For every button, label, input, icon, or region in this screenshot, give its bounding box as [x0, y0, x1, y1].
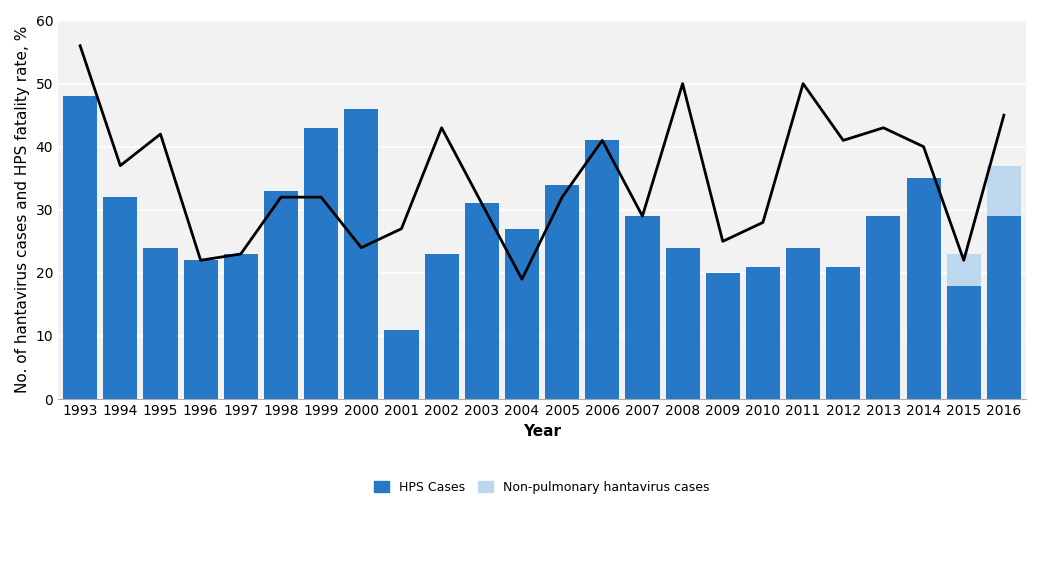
Bar: [304, 128, 338, 399]
Bar: [827, 267, 860, 399]
Bar: [987, 166, 1021, 216]
Bar: [183, 260, 218, 399]
Bar: [946, 285, 981, 399]
Bar: [144, 248, 178, 399]
Bar: [987, 216, 1021, 399]
Bar: [263, 191, 298, 399]
Bar: [345, 109, 378, 399]
Bar: [745, 267, 780, 399]
Bar: [505, 229, 539, 399]
X-axis label: Year: Year: [523, 423, 561, 439]
Bar: [224, 254, 258, 399]
Bar: [665, 248, 700, 399]
Bar: [384, 330, 418, 399]
Bar: [464, 203, 499, 399]
Bar: [706, 273, 740, 399]
Bar: [585, 140, 619, 399]
Bar: [626, 216, 660, 399]
Bar: [425, 254, 459, 399]
Bar: [907, 178, 941, 399]
Bar: [866, 216, 900, 399]
Bar: [946, 254, 981, 285]
Bar: [545, 185, 579, 399]
Bar: [64, 96, 97, 399]
Bar: [786, 248, 820, 399]
Y-axis label: No. of hantavirus cases and HPS fatality rate, %: No. of hantavirus cases and HPS fatality…: [15, 26, 30, 394]
Legend: HPS Cases, Non-pulmonary hantavirus cases: HPS Cases, Non-pulmonary hantavirus case…: [370, 476, 714, 499]
Bar: [103, 197, 137, 399]
